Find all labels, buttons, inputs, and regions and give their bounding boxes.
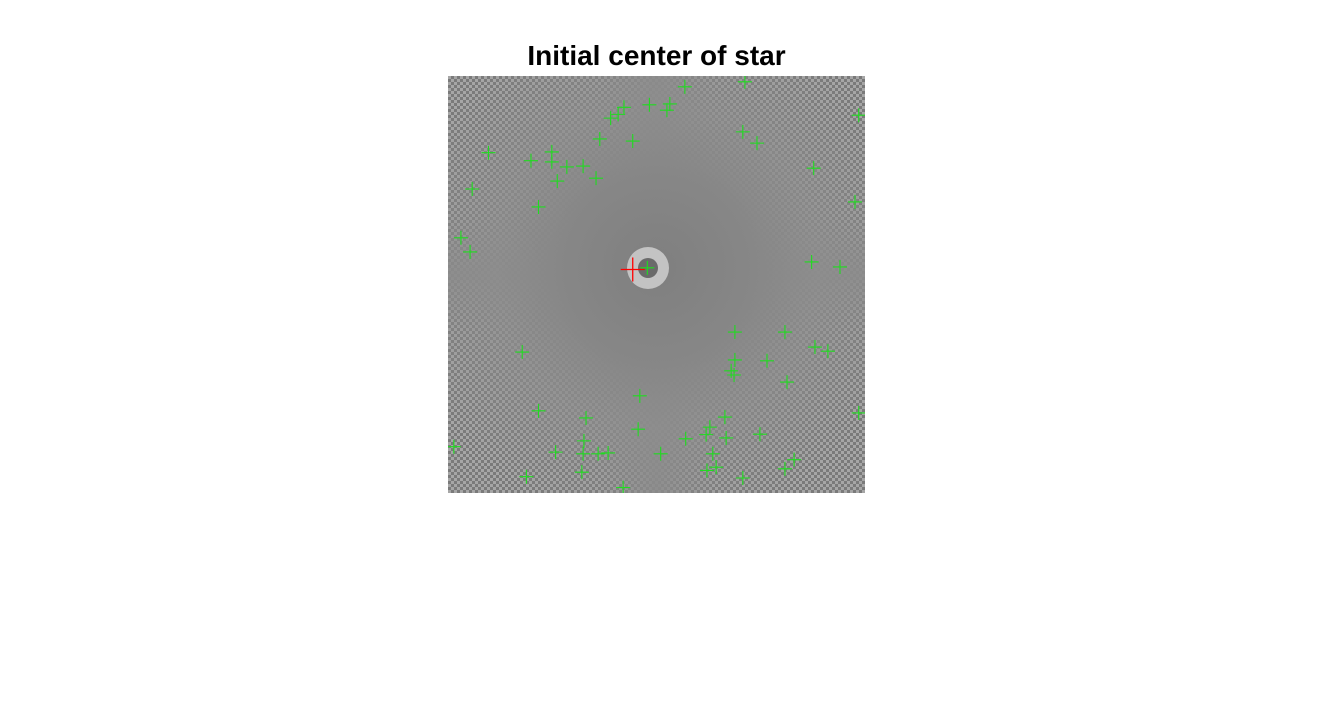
- candidate-point-marker: [576, 433, 591, 448]
- candidate-point-marker: [832, 259, 847, 274]
- candidate-point-marker: [760, 353, 775, 368]
- candidate-point-marker: [550, 174, 565, 189]
- candidate-point-marker: [659, 103, 674, 118]
- candidate-point-marker: [851, 108, 865, 123]
- candidate-point-marker: [574, 465, 589, 480]
- candidate-point-marker: [727, 352, 742, 367]
- candidate-point-marker: [752, 427, 767, 442]
- candidate-point-marker: [523, 153, 538, 168]
- candidate-point-marker: [702, 420, 717, 435]
- candidate-point-marker: [847, 194, 862, 209]
- candidate-point-marker: [699, 427, 714, 442]
- candidate-point-marker: [519, 469, 534, 484]
- candidate-point-marker: [737, 76, 752, 89]
- candidate-point-marker: [735, 124, 750, 139]
- candidate-point-marker: [749, 136, 764, 151]
- candidate-point-marker: [611, 107, 626, 122]
- candidate-point-marker: [616, 100, 631, 115]
- candidate-point-marker: [777, 325, 792, 340]
- candidate-point-marker: [448, 439, 461, 454]
- candidate-point-marker: [548, 445, 563, 460]
- candidate-point-marker: [616, 480, 631, 493]
- candidate-point-marker: [589, 171, 604, 186]
- candidate-point-marker: [531, 199, 546, 214]
- candidate-point-marker: [642, 97, 657, 112]
- candidate-point-marker: [777, 461, 792, 476]
- candidate-point-marker: [592, 131, 607, 146]
- candidate-point-marker: [804, 254, 819, 269]
- candidate-point-marker: [465, 182, 480, 197]
- candidate-point-marker: [653, 446, 668, 461]
- candidate-point-marker: [662, 96, 677, 111]
- candidate-point-marker: [677, 79, 692, 94]
- candidate-point-marker: [719, 430, 734, 445]
- candidate-point-marker: [601, 445, 616, 460]
- candidate-point-marker: [735, 470, 750, 485]
- candidate-point-marker: [453, 230, 468, 245]
- candidate-point-marker: [576, 446, 591, 461]
- candidate-point-marker: [559, 159, 574, 174]
- candidate-point-marker: [631, 422, 646, 437]
- candidate-point-marker: [807, 340, 822, 355]
- plot-area: [448, 76, 865, 493]
- candidate-point-marker: [851, 405, 865, 420]
- candidate-point-marker: [717, 410, 732, 425]
- candidate-point-marker: [820, 344, 835, 359]
- candidate-point-marker: [481, 145, 496, 160]
- candidate-point-marker: [780, 375, 795, 390]
- candidate-point-marker: [463, 244, 478, 259]
- candidate-point-marker: [787, 452, 802, 467]
- candidate-point-marker: [579, 410, 594, 425]
- candidate-point-marker: [727, 367, 742, 382]
- candidate-point-marker: [591, 446, 606, 461]
- candidate-point-marker: [603, 111, 618, 126]
- center-marker: [620, 257, 645, 282]
- candidate-point-marker: [699, 463, 714, 478]
- candidate-point-marker: [640, 260, 655, 275]
- candidate-point-marker: [531, 403, 546, 418]
- chart-title: Initial center of star: [527, 40, 786, 71]
- candidate-point-marker: [544, 154, 559, 169]
- candidate-point-marker: [632, 388, 647, 403]
- candidate-point-marker: [678, 431, 693, 446]
- background-image: [448, 76, 865, 493]
- candidate-point-marker: [515, 345, 530, 360]
- candidate-point-marker: [709, 460, 724, 475]
- candidate-point-marker: [625, 134, 640, 149]
- candidate-point-marker: [705, 446, 720, 461]
- candidate-point-marker: [576, 159, 591, 174]
- candidate-point-marker: [727, 325, 742, 340]
- candidate-point-marker: [806, 161, 821, 176]
- marker-layer: [448, 76, 865, 493]
